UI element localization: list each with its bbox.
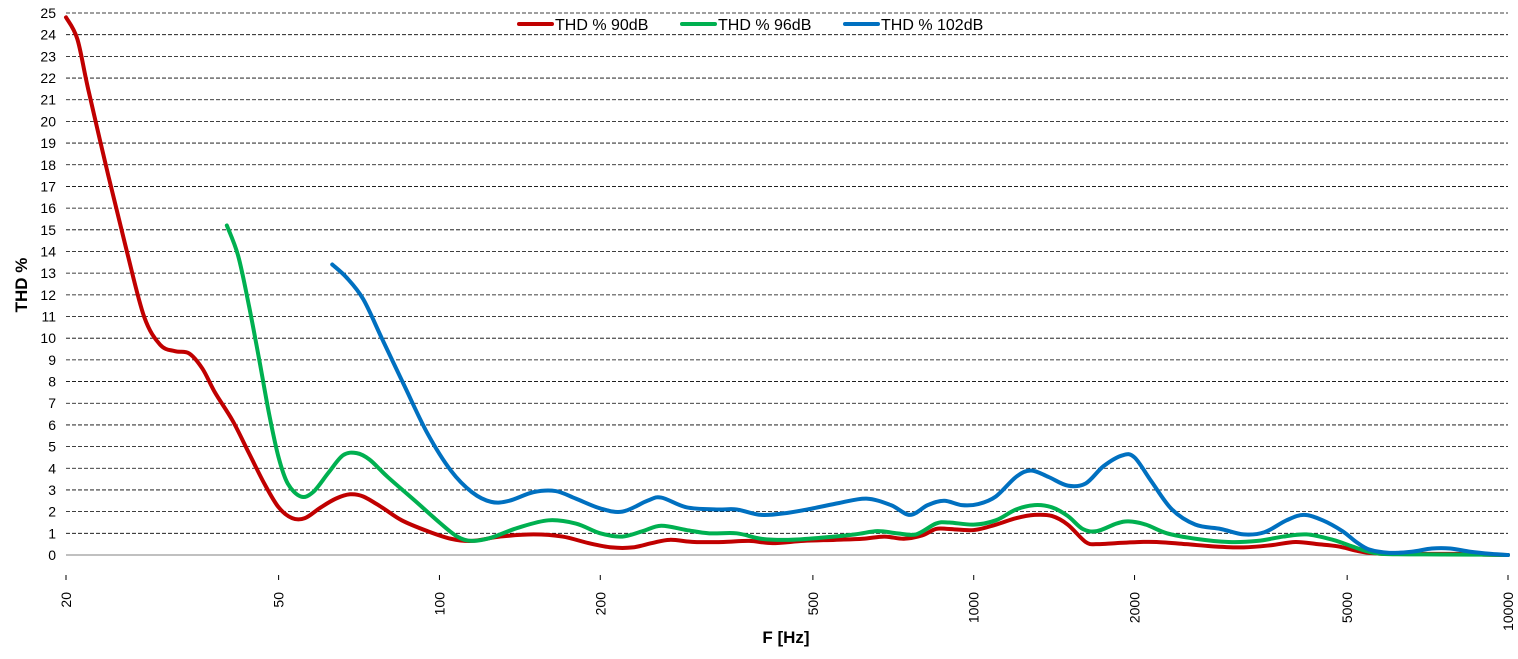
y-tick-label: 5 xyxy=(48,439,56,455)
y-tick-label: 11 xyxy=(41,309,56,325)
series-line-thd-90db xyxy=(64,15,1510,557)
x-tick-label: 50 xyxy=(271,592,287,608)
x-tick-label: 10000 xyxy=(1500,592,1516,631)
y-tick-label: 7 xyxy=(48,395,56,411)
y-tick-label: 22 xyxy=(40,70,56,86)
series-line-thd-96db xyxy=(224,223,1510,557)
y-tick-label: 8 xyxy=(48,374,56,390)
y-tick-label: 9 xyxy=(48,352,56,368)
axes: 0123456789101112131415161718192021222324… xyxy=(40,5,1516,631)
y-tick-label: 10 xyxy=(40,330,56,346)
y-tick-label: 17 xyxy=(40,178,56,194)
y-tick-label: 21 xyxy=(40,92,56,108)
y-tick-label: 20 xyxy=(40,113,56,129)
x-tick-label: 20 xyxy=(58,592,74,608)
y-tick-label: 6 xyxy=(48,417,56,433)
legend: THD % 90dB THD % 96dB THD % 102dB xyxy=(517,17,983,34)
legend-label-thd-102db: THD % 102dB xyxy=(881,17,983,34)
y-tick-label: 3 xyxy=(48,482,56,498)
y-tick-label: 19 xyxy=(40,135,56,151)
y-tick-label: 24 xyxy=(40,27,56,43)
y-tick-label: 15 xyxy=(40,222,56,238)
y-tick-label: 12 xyxy=(40,287,56,303)
x-tick-label: 2000 xyxy=(1127,592,1143,623)
x-tick-label: 5000 xyxy=(1339,592,1355,623)
y-axis-title: THD % xyxy=(12,258,31,313)
y-tick-label: 18 xyxy=(40,157,56,173)
grid-lines xyxy=(66,12,1508,534)
y-tick-label: 13 xyxy=(40,265,56,281)
y-tick-label: 14 xyxy=(40,243,56,259)
y-tick-label: 2 xyxy=(48,504,56,520)
x-tick-label: 200 xyxy=(592,592,608,616)
y-tick-label: 1 xyxy=(48,525,56,541)
y-tick-label: 25 xyxy=(40,5,56,21)
y-tick-label: 16 xyxy=(40,200,56,216)
y-tick-label: 23 xyxy=(40,48,56,64)
y-tick-label: 4 xyxy=(48,460,56,476)
legend-label-thd-90db: THD % 90dB xyxy=(555,17,648,34)
legend-label-thd-96db: THD % 96dB xyxy=(718,17,811,34)
x-tick-label: 500 xyxy=(805,592,821,616)
y-tick-label: 0 xyxy=(48,547,56,563)
series-lines xyxy=(64,15,1510,557)
x-axis-title: F [Hz] xyxy=(762,628,809,647)
x-tick-label: 1000 xyxy=(966,592,982,623)
x-tick-label: 100 xyxy=(431,592,447,616)
series-line-thd-102db xyxy=(330,262,1510,557)
